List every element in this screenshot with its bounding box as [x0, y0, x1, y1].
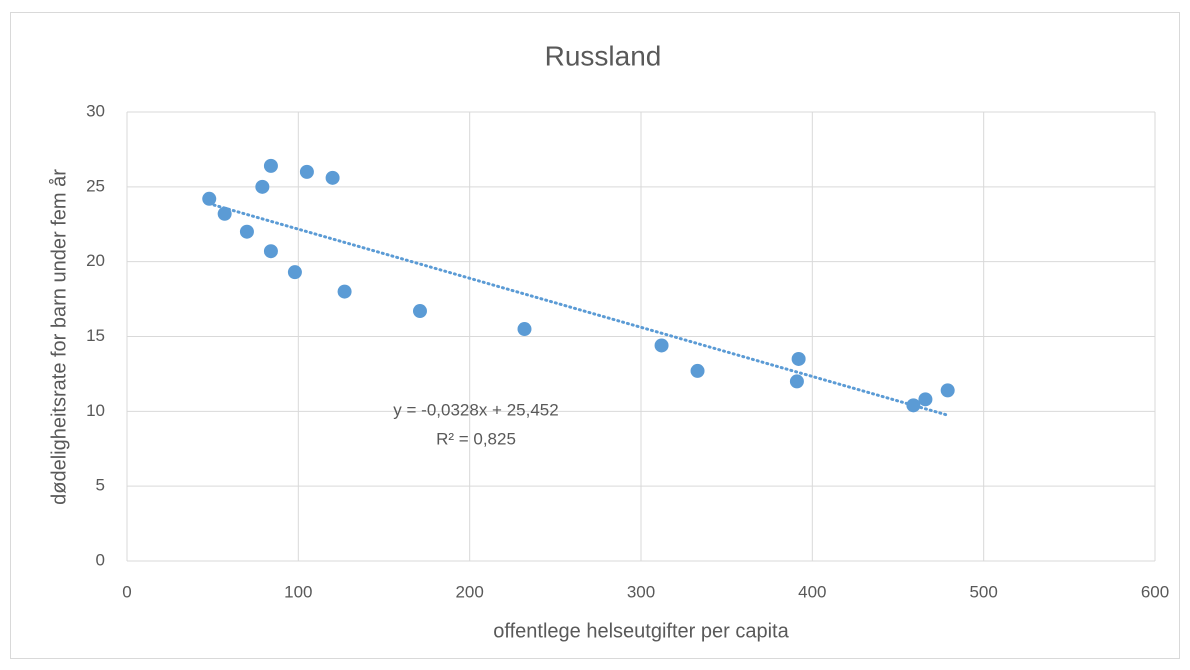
x-tick-label: 100 [284, 582, 312, 601]
y-tick-label: 25 [86, 176, 105, 195]
data-point [517, 322, 532, 337]
data-point [654, 338, 669, 353]
data-point [337, 284, 352, 299]
data-point [791, 351, 806, 366]
data-point [287, 265, 302, 280]
data-point [263, 158, 278, 173]
data-point [202, 191, 217, 206]
trendline [207, 202, 950, 417]
x-tick-label: 300 [627, 582, 655, 601]
y-tick-label: 0 [96, 550, 105, 569]
y-tick-label: 20 [86, 251, 105, 270]
y-tick-label: 5 [96, 476, 105, 495]
x-tick-label: 400 [798, 582, 826, 601]
data-point [255, 179, 270, 194]
y-tick-label: 15 [86, 326, 105, 345]
x-tick-label: 500 [969, 582, 997, 601]
y-axis-title: dødeligheitsrate for barn under fem år [48, 169, 70, 505]
trendline-equation: y = -0,0328x + 25,452 [393, 400, 558, 419]
data-point [690, 363, 705, 378]
chart-border [10, 12, 1180, 659]
data-point [940, 383, 955, 398]
data-point [217, 206, 232, 221]
data-point [239, 224, 254, 239]
chart-title: Russland [545, 40, 662, 71]
data-point [263, 244, 278, 259]
x-tick-label: 600 [1141, 582, 1169, 601]
data-point [918, 392, 933, 407]
data-point [906, 398, 921, 413]
y-tick-label: 10 [86, 401, 105, 420]
x-axis-title: offentlege helseutgifter per capita [493, 620, 789, 642]
data-point [299, 164, 314, 179]
trendline-r2: R² = 0,825 [436, 429, 516, 448]
y-tick-label: 30 [86, 101, 105, 120]
data-point [325, 170, 340, 185]
x-tick-label: 200 [455, 582, 483, 601]
x-tick-label: 0 [122, 582, 131, 601]
data-point [412, 304, 427, 319]
data-point [789, 374, 804, 389]
